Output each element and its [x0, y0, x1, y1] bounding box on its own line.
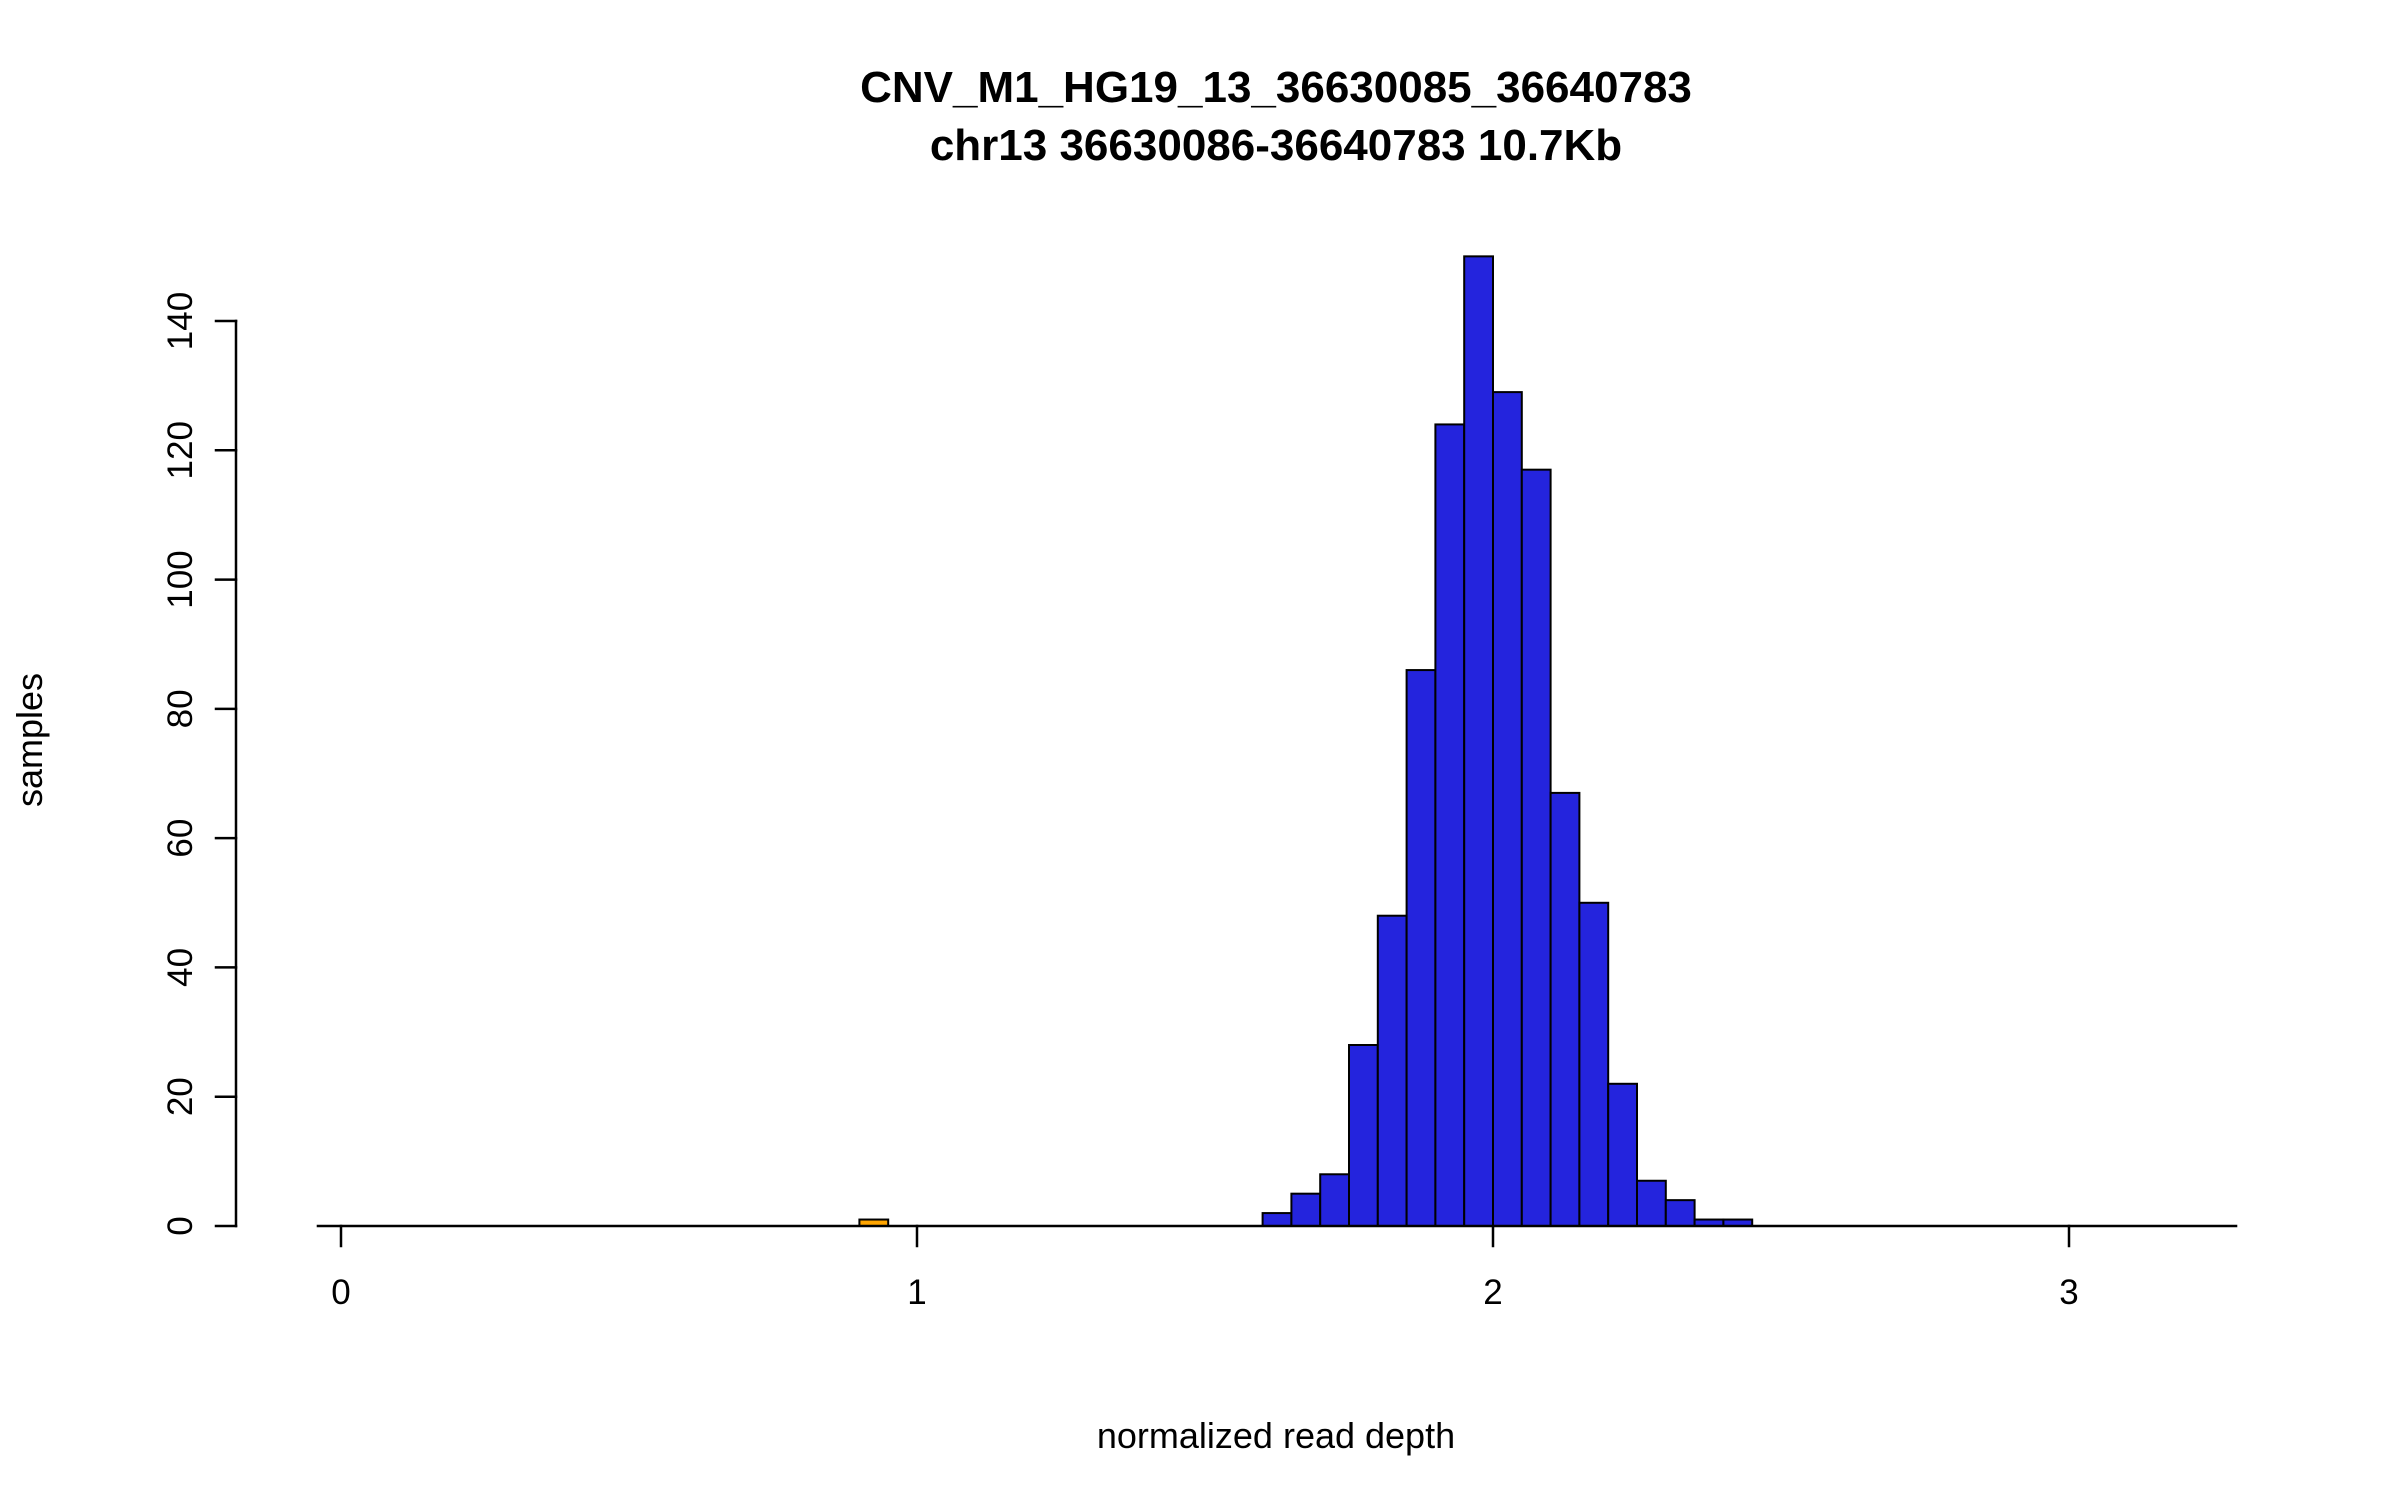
y-tick-label: 40 — [161, 948, 200, 987]
chart-subtitle: chr13 36630086-36640783 10.7Kb — [930, 121, 1622, 170]
x-tick-label: 0 — [331, 1273, 350, 1312]
y-tick-label: 140 — [161, 292, 200, 350]
y-axis-label: samples — [9, 673, 50, 807]
chart-title: CNV_M1_HG19_13_36630085_36640783 — [860, 63, 1692, 112]
y-tick-label: 0 — [161, 1216, 200, 1235]
histogram-bar — [1463, 255, 1494, 1228]
histogram-bar — [1261, 1212, 1293, 1227]
y-tick-label: 20 — [161, 1077, 200, 1116]
x-tick-label: 3 — [2059, 1273, 2078, 1312]
histogram-bar — [1348, 1044, 1379, 1227]
histogram-bar — [1376, 914, 1408, 1227]
y-tick-label: 120 — [161, 421, 200, 479]
histogram-bar — [1405, 669, 1437, 1227]
histogram-bar — [1290, 1192, 1322, 1228]
histogram-bar — [1549, 791, 1581, 1228]
histogram-bar — [1434, 423, 1466, 1227]
x-tick-label: 1 — [907, 1273, 926, 1312]
y-tick-label: 100 — [161, 550, 200, 608]
y-tick-label: 60 — [161, 819, 200, 858]
histogram-bar — [1319, 1173, 1350, 1228]
y-tick-label: 80 — [161, 689, 200, 728]
histogram-bar — [1578, 901, 1610, 1227]
histogram-bar — [1636, 1179, 1667, 1227]
histogram-bar — [1607, 1082, 1638, 1228]
histogram-bar — [1520, 468, 1552, 1227]
axes: 0 1 2 3 0 20 40 60 80 100 120 140 — [161, 292, 2238, 1312]
histogram-bar — [1492, 391, 1523, 1228]
x-axis-label: normalized read depth — [1097, 1415, 1455, 1456]
x-tick-label: 2 — [1483, 1273, 1502, 1312]
histogram-bars — [858, 255, 1754, 1228]
histogram-bar — [1664, 1199, 1696, 1227]
